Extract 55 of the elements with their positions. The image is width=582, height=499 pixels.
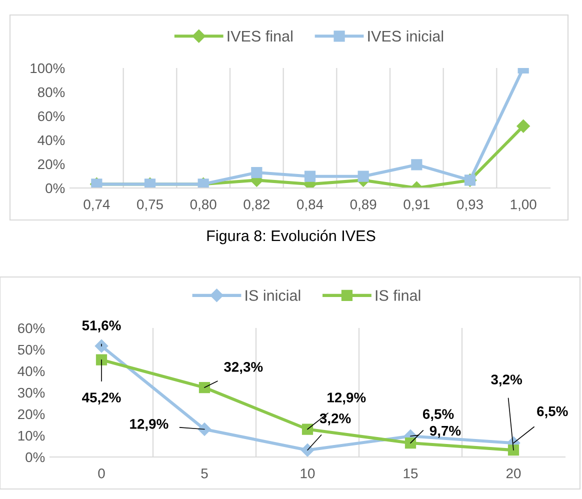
- y-tick-label: 50%: [18, 344, 45, 355]
- y-tick-label: 20%: [38, 159, 65, 170]
- x-tick-label: 0,80: [190, 199, 216, 211]
- x-tick-label: 0,82: [244, 199, 270, 211]
- x-tick-label: 5: [201, 468, 208, 478]
- x-tick-label: 0,91: [404, 199, 430, 211]
- data-label: 3,2%: [320, 413, 351, 426]
- data-label: 32,3%: [224, 362, 263, 374]
- point: [411, 159, 422, 170]
- x-tick-label: 0,74: [84, 199, 110, 211]
- y-tick-label: 80%: [38, 87, 65, 98]
- point: [516, 119, 530, 133]
- data-label: 51,6%: [82, 320, 121, 332]
- point: [198, 382, 210, 394]
- point: [404, 437, 416, 449]
- x-tick-label: 0: [98, 468, 105, 478]
- data-label: 9,7%: [430, 426, 461, 438]
- data-label: 6,5%: [422, 409, 454, 421]
- y-tick-label: 0%: [46, 183, 65, 194]
- point: [508, 444, 520, 456]
- point: [302, 424, 314, 435]
- x-tick-label: 15: [404, 468, 418, 478]
- y-tick-label: 40%: [18, 366, 45, 376]
- data-label: 45,2%: [82, 392, 121, 404]
- point: [96, 354, 108, 366]
- y-tick-label: 60%: [38, 111, 65, 122]
- legend-label: IS inicial: [246, 290, 300, 301]
- y-tick-label: 30%: [18, 388, 45, 398]
- y-tick-label: 20%: [18, 409, 45, 420]
- x-tick-label: 0,75: [137, 199, 163, 211]
- point: [94, 339, 108, 353]
- x-tick-label: 10: [300, 468, 315, 478]
- data-label: 6,5%: [537, 406, 568, 418]
- legend-label: IVES final: [228, 30, 292, 42]
- x-tick-label: 1,00: [510, 199, 536, 211]
- point: [300, 444, 314, 457]
- x-tick-label: 0,84: [297, 199, 324, 211]
- y-tick-label: 10%: [18, 430, 45, 441]
- x-tick-label: 20: [506, 468, 521, 478]
- y-tick-label: 0%: [26, 452, 45, 462]
- point: [304, 170, 316, 182]
- text: Figura 8: Evolución IVES: [207, 230, 376, 244]
- y-tick-label: 100%: [30, 63, 65, 74]
- legend-label: IVES inicial: [368, 30, 444, 42]
- point: [358, 170, 369, 182]
- data-label: 12,9%: [130, 418, 168, 431]
- x-tick-label: 0,93: [457, 199, 483, 211]
- data-label: 3,2%: [491, 374, 522, 386]
- data-label: 12,9%: [328, 392, 366, 404]
- legend-label: IS final: [376, 290, 420, 301]
- point: [198, 422, 212, 436]
- point: [251, 166, 262, 178]
- x-tick-label: 0,89: [350, 199, 376, 211]
- y-tick-label: 60%: [18, 323, 45, 334]
- y-tick-label: 40%: [38, 135, 65, 146]
